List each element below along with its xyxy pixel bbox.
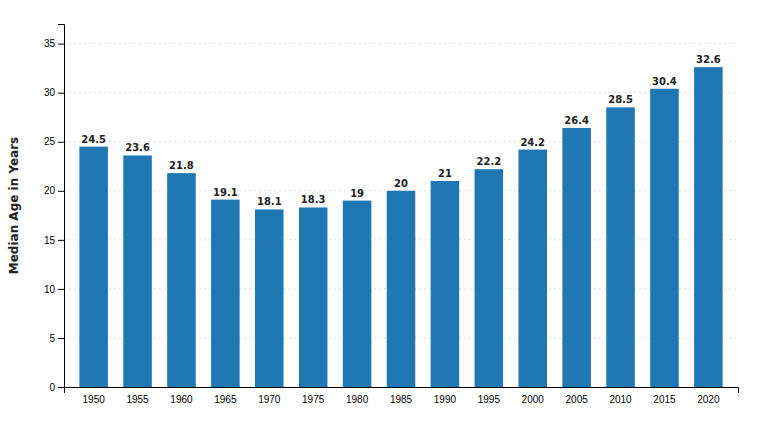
data-label: 24.5 — [81, 134, 106, 145]
x-tick: 1970 — [258, 394, 281, 405]
y-axis: 0 5 10 15 20 25 30 35 — [44, 25, 65, 393]
grid-line — [64, 141, 738, 142]
x-tick: 1980 — [346, 394, 369, 405]
bar — [123, 155, 152, 387]
bar — [343, 201, 372, 387]
grid-line — [64, 43, 738, 44]
bar — [606, 107, 635, 387]
bar — [475, 169, 504, 387]
y-tick-label: 5 — [49, 333, 55, 344]
grid — [64, 44, 738, 387]
chart: 0510152025303519501955196019651970197519… — [0, 0, 758, 423]
x-tick: 1965 — [214, 394, 237, 405]
data-label: 26.4 — [564, 115, 589, 126]
x-tick: 1985 — [390, 394, 413, 405]
data-label: 18.1 — [257, 196, 282, 207]
x-tick: 1995 — [478, 394, 501, 405]
x-tick: 2020 — [697, 394, 720, 405]
x-tick: 1955 — [126, 394, 149, 405]
y-tick: 0 — [49, 382, 64, 393]
x-axis-line — [65, 388, 739, 394]
bar — [694, 67, 723, 387]
bar — [562, 128, 591, 387]
y-tick: 20 — [44, 185, 64, 196]
y-tick-mark — [58, 93, 64, 94]
y-tick-mark — [58, 142, 64, 143]
y-tick-label: 20 — [44, 185, 56, 196]
x-tick: 2000 — [522, 394, 545, 405]
x-tick-label: 1960 — [170, 394, 193, 405]
data-label: 19.1 — [213, 187, 238, 198]
data-label: 21.8 — [169, 160, 194, 171]
x-tick-label: 2005 — [566, 394, 589, 405]
y-tick-mark — [58, 44, 64, 45]
y-tick-mark — [58, 387, 64, 388]
y-tick-mark — [58, 191, 64, 192]
bar — [518, 150, 547, 387]
x-tick: 2010 — [609, 394, 632, 405]
y-tick: 35 — [44, 38, 64, 49]
bar — [211, 200, 240, 387]
y-tick: 10 — [44, 284, 64, 295]
x-tick-label: 2020 — [697, 394, 720, 405]
y-tick-mark — [58, 289, 64, 290]
x-tick-label: 2015 — [653, 394, 676, 405]
y-tick-label: 35 — [44, 38, 56, 49]
x-tick-label: 1955 — [126, 394, 149, 405]
y-tick-label: 30 — [44, 87, 56, 98]
data-label: 20 — [394, 178, 408, 189]
data-labels: 24.5 23.6 21.8 19.1 18.1 18.3 19 20 21 22.2 24.2 26… — [81, 54, 720, 207]
data-label: 24.2 — [520, 137, 545, 148]
y-axis-line — [58, 25, 65, 388]
data-label: 18.3 — [301, 194, 326, 205]
data-label: 32.6 — [696, 54, 721, 65]
x-tick-label: 1990 — [434, 394, 457, 405]
bar — [255, 209, 284, 387]
y-axis-title: Median Age in Years — [7, 137, 21, 275]
x-tick-label: 1975 — [302, 394, 325, 405]
x-tick: 1990 — [434, 394, 457, 405]
data-label: 21 — [438, 168, 452, 179]
data-label: 30.4 — [652, 76, 677, 87]
x-tick-label: 1985 — [390, 394, 413, 405]
x-tick-label: 1950 — [83, 394, 106, 405]
y-tick-label: 0 — [49, 382, 55, 393]
y-tick-label: 10 — [44, 284, 56, 295]
bars — [79, 67, 722, 387]
y-tick-mark — [58, 240, 64, 241]
data-label: 28.5 — [608, 94, 633, 105]
x-tick-label: 1970 — [258, 394, 281, 405]
bar — [431, 181, 460, 387]
y-tick-mark — [58, 338, 64, 339]
y-tick-label: 25 — [44, 136, 56, 147]
x-tick: 2015 — [653, 394, 676, 405]
x-tick-label: 1995 — [478, 394, 501, 405]
y-tick: 15 — [44, 235, 64, 246]
x-tick-label: 2010 — [609, 394, 632, 405]
x-tick: 1975 — [302, 394, 325, 405]
data-label: 23.6 — [125, 142, 150, 153]
bar — [387, 191, 416, 387]
x-axis: 1950 1955 1960 1965 1970 1975 1980 1985 1990 1995… — [65, 388, 739, 406]
x-tick: 2005 — [566, 394, 589, 405]
data-label: 19 — [350, 188, 364, 199]
y-tick: 30 — [44, 87, 64, 98]
y-tick: 5 — [49, 333, 64, 344]
plot: 0510152025303519501955196019651970197519… — [44, 25, 739, 406]
y-tick: 25 — [44, 136, 64, 147]
grid-line — [64, 92, 738, 93]
x-tick-label: 1965 — [214, 394, 237, 405]
data-label: 22.2 — [476, 156, 501, 167]
x-tick-label: 1980 — [346, 394, 369, 405]
bar — [79, 147, 108, 387]
x-tick: 1950 — [83, 394, 106, 405]
x-tick-label: 2000 — [522, 394, 545, 405]
y-tick-label: 15 — [44, 235, 56, 246]
bar — [299, 207, 328, 387]
bar — [167, 173, 196, 387]
x-tick: 1960 — [170, 394, 193, 405]
bar — [650, 89, 679, 387]
